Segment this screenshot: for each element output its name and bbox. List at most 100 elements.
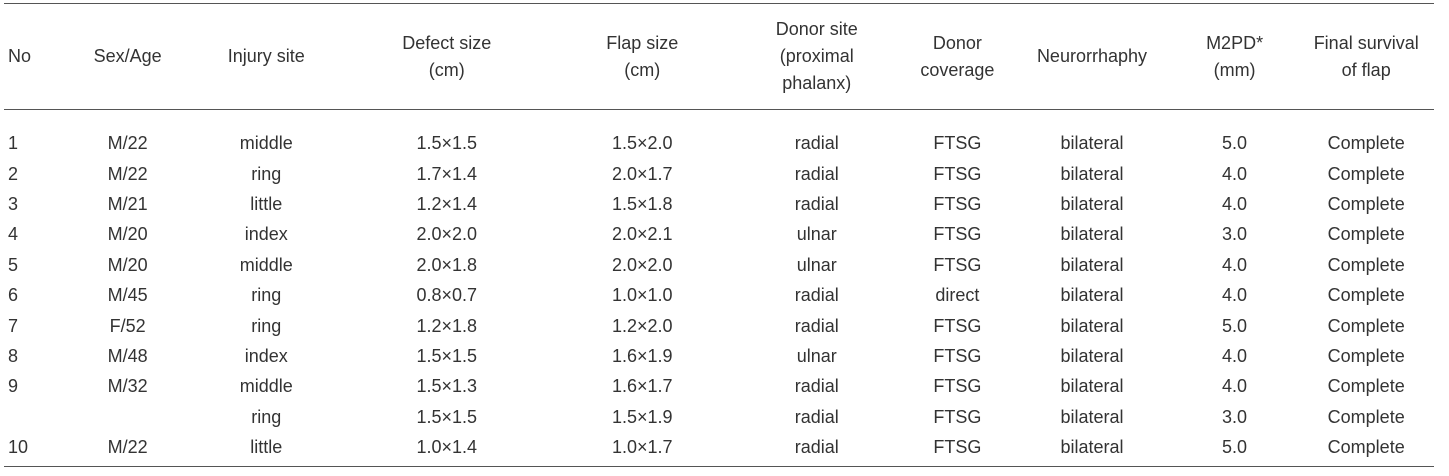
cell-no: 3: [8, 193, 19, 214]
cell-defect: 2.0×2.0: [416, 224, 478, 245]
cell-cover: FTSG: [933, 224, 982, 245]
cell-m2pd: 4.0: [1222, 285, 1248, 306]
cell-sex: M/32: [107, 376, 148, 397]
header-m2pd-line: M2PD*: [1206, 32, 1264, 53]
cell-no: 4: [8, 224, 19, 245]
cell-sex: M/45: [107, 285, 148, 306]
data-table: No Sex/Age Injury site Defect size (cm) Flap …: [4, 3, 1434, 468]
header-flap-line: Flap size: [606, 32, 679, 53]
cell-flap: 2.0×2.0: [611, 254, 673, 275]
cell-injury: little: [250, 193, 283, 214]
cell-m2pd: 3.0: [1222, 224, 1248, 245]
cell-no: 9: [8, 376, 19, 397]
cell-final: Complete: [1327, 406, 1405, 427]
cell-flap: 2.0×2.1: [611, 224, 673, 245]
header-no-line: No: [8, 46, 32, 66]
header-neuro-line: Neurorrhaphy: [1036, 46, 1147, 66]
cell-m2pd: 4.0: [1222, 345, 1248, 366]
cell-defect: 1.5×1.5: [416, 345, 478, 366]
cell-cover: FTSG: [933, 376, 982, 397]
cell-m2pd: 5.0: [1222, 437, 1248, 458]
header-cover: Donor coverage: [902, 30, 1014, 84]
cell-injury: index: [244, 224, 288, 245]
header-injury: Injury site: [191, 43, 341, 70]
table-top-rule: [4, 3, 1434, 4]
cell-cover: FTSG: [933, 406, 982, 427]
cell-cover: FTSG: [933, 345, 982, 366]
cell-defect: 1.0×1.4: [416, 437, 478, 458]
cell-neuro: bilateral: [1060, 163, 1124, 184]
cell-cover: FTSG: [933, 254, 982, 275]
cell-neuro: bilateral: [1060, 285, 1124, 306]
cell-final: Complete: [1327, 376, 1405, 397]
cell-sex: F/52: [109, 315, 146, 336]
cell-defect: 1.5×1.3: [416, 376, 478, 397]
header-donor-line: phalanx): [782, 73, 852, 93]
cell-injury: ring: [251, 406, 282, 427]
table-row: 8 M/48 index 1.5×1.5 1.6×1.9 ulnar FTSG bilater…: [4, 341, 1434, 371]
cell-donor: radial: [794, 406, 839, 427]
cell-donor: radial: [794, 133, 839, 154]
cell-sex: M/21: [107, 193, 148, 214]
cell-cover: FTSG: [933, 133, 982, 154]
cell-final: Complete: [1327, 224, 1405, 245]
cell-no: 7: [8, 315, 19, 336]
table-row: 9 M/32 middle 1.5×1.3 1.6×1.7 radial FTSG bilat…: [4, 371, 1434, 401]
table-bottom-rule: [4, 466, 1434, 468]
cell-neuro: bilateral: [1060, 406, 1124, 427]
cell-final: Complete: [1327, 437, 1405, 458]
cell-neuro: bilateral: [1060, 345, 1124, 366]
cell-final: Complete: [1327, 163, 1405, 184]
cell-final: Complete: [1327, 193, 1405, 214]
cell-final: Complete: [1327, 315, 1405, 336]
cell-sex: M/22: [107, 163, 148, 184]
cell-no: 6: [8, 285, 19, 306]
table-row: 1 M/22 middle 1.5×1.5 1.5×2.0 radial FTSG bilat…: [4, 128, 1434, 158]
header-defect: Defect size (cm): [341, 30, 552, 84]
cell-sex: M/22: [107, 133, 148, 154]
table-body: 1 M/22 middle 1.5×1.5 1.5×2.0 radial FTSG bilat…: [4, 110, 1434, 466]
cell-injury: middle: [239, 133, 293, 154]
cell-final: Complete: [1327, 285, 1405, 306]
cell-injury: ring: [251, 285, 282, 306]
cell-m2pd: 5.0: [1222, 133, 1248, 154]
cell-injury: middle: [239, 376, 293, 397]
cell-no: 10: [8, 437, 29, 458]
cell-sex: M/20: [107, 224, 148, 245]
header-cover-line: coverage: [920, 59, 995, 80]
cell-neuro: bilateral: [1060, 437, 1124, 458]
header-neuro: Neurorrhaphy: [1013, 43, 1171, 70]
table-row: 4 M/20 index 2.0×2.0 2.0×2.1 ulnar FTSG bilater…: [4, 219, 1434, 249]
cell-donor: radial: [794, 376, 839, 397]
cell-neuro: bilateral: [1060, 193, 1124, 214]
cell-flap: 2.0×1.7: [611, 163, 673, 184]
header-flap: Flap size (cm): [552, 30, 732, 84]
cell-m2pd: 4.0: [1222, 193, 1248, 214]
cell-flap: 1.2×2.0: [611, 315, 673, 336]
cell-no: 2: [8, 163, 19, 184]
cell-cover: FTSG: [933, 193, 982, 214]
cell-defect: 1.2×1.4: [416, 193, 478, 214]
cell-sex: M/48: [107, 345, 148, 366]
header-final: Final survival of flap: [1298, 30, 1434, 84]
cell-donor: ulnar: [796, 224, 837, 245]
table-row: 2 M/22 ring 1.7×1.4 2.0×1.7 radial FTSG bilater…: [4, 158, 1434, 188]
cell-injury: little: [250, 437, 283, 458]
header-defect-line: (cm): [428, 59, 465, 80]
cell-no: 1: [8, 133, 19, 154]
cell-flap: 1.5×2.0: [611, 133, 673, 154]
table-row: 5 M/20 middle 2.0×1.8 2.0×2.0 ulnar FTSG bilate…: [4, 250, 1434, 280]
header-final-line: of flap: [1341, 59, 1391, 80]
cell-injury: ring: [251, 315, 282, 336]
cell-neuro: bilateral: [1060, 224, 1124, 245]
header-donor-line: (proximal: [779, 46, 854, 66]
table-header-row: No Sex/Age Injury site Defect size (cm) Flap …: [4, 4, 1434, 109]
cell-defect: 1.5×1.5: [416, 133, 478, 154]
cell-no: 5: [8, 254, 19, 275]
table-row: 10 M/22 little 1.0×1.4 1.0×1.7 radial FTSG bila…: [4, 432, 1434, 462]
cell-cover: FTSG: [933, 437, 982, 458]
header-sex-line: Sex/Age: [93, 46, 162, 66]
cell-defect: 1.7×1.4: [416, 163, 478, 184]
header-cover-line: Donor: [932, 32, 982, 53]
cell-sex: M/22: [107, 437, 148, 458]
